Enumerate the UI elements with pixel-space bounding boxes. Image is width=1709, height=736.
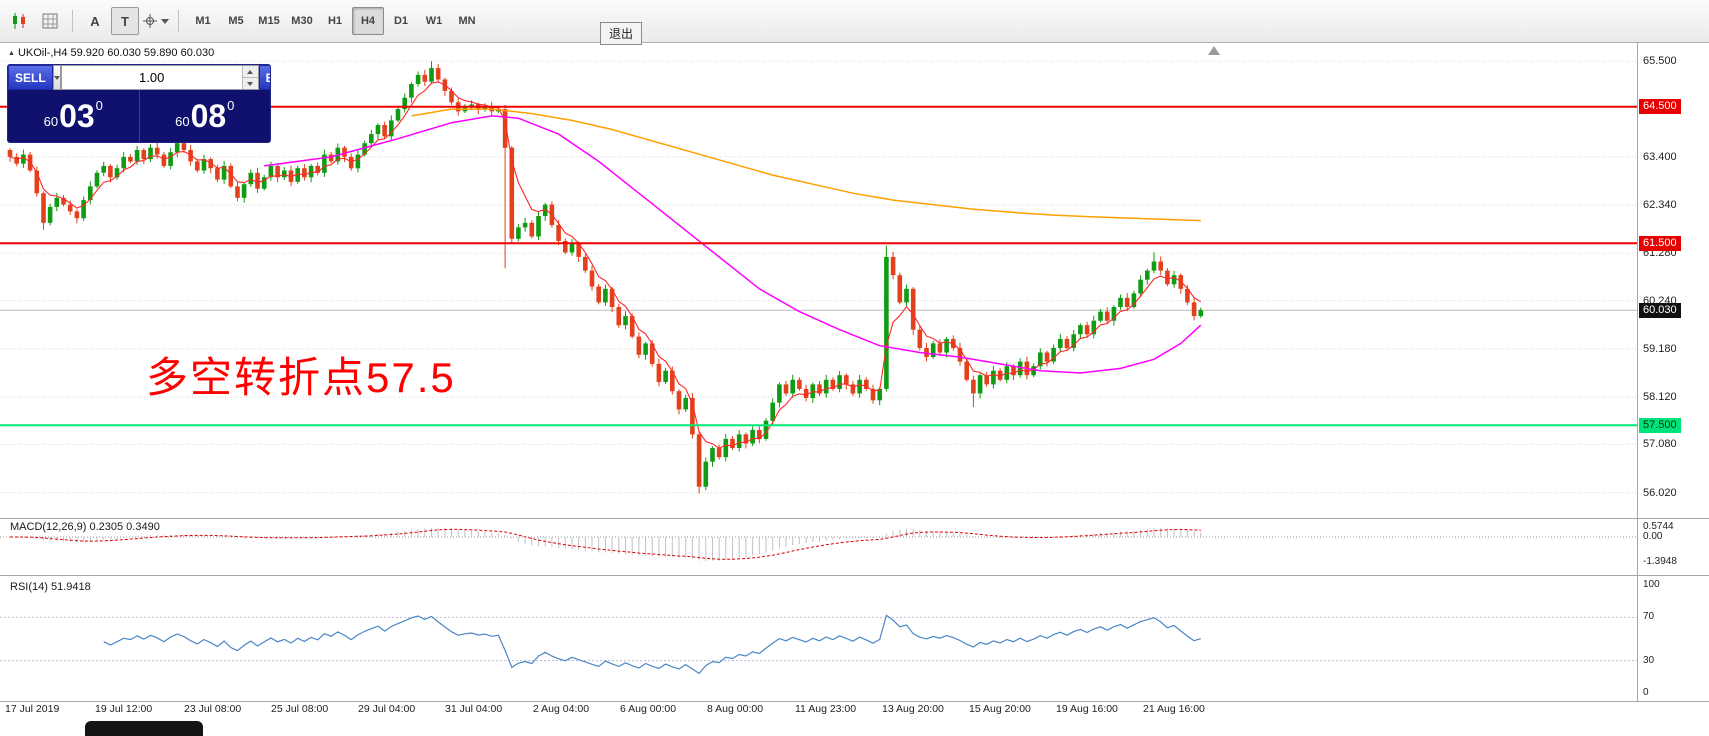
rsi-axis-label: 0 [1643,687,1649,698]
rsi-label: RSI(14) 51.9418 [10,581,91,593]
timeframe-M1[interactable]: M1 [195,15,211,27]
crosshair-tool-icon[interactable] [141,7,170,35]
volume-up-button[interactable] [242,66,258,77]
macd-axis-label: 0.5744 [1643,521,1674,532]
price-badge: 61.500 [1639,236,1681,251]
symbol-arrow-icon: ▲ [8,49,15,57]
time-axis-label: 2 Aug 04:00 [533,703,590,715]
buy-price-big: 08 [190,98,227,134]
volume-spinner [241,66,258,89]
price-axis-line [1637,43,1638,702]
grid-chart-icon[interactable] [36,7,64,35]
time-axis-label: 13 Aug 20:00 [882,703,944,715]
toolbar-separator [72,10,73,32]
price-axis-label: 56.020 [1643,487,1677,499]
price-axis-label: 63.400 [1643,151,1677,163]
macd-axis-label: 0.00 [1643,531,1663,542]
timeframe-W1[interactable]: W1 [425,15,443,27]
buy-price-sup: 0 [227,98,235,113]
buy-price-display[interactable]: 60 08 0 [138,90,271,142]
chart-header-text: UKOil-,H4 59.920 60.030 59.890 60.030 [17,47,215,59]
timeframe-M30[interactable]: M30 [291,15,313,27]
toolbar: A T M1 M5 M15 M30 H1 H4 D1 W1 MN [0,0,1709,43]
timeframe-H4[interactable]: H4 [352,7,384,35]
main-candlestick-chart[interactable] [0,43,1709,518]
panel-border [0,701,1709,702]
price-badge: 64.500 [1639,99,1681,114]
one-click-trading-panel: SELL BUY 60 03 0 60 08 0 [7,64,271,143]
timeframe-D1[interactable]: D1 [393,15,409,27]
volume-down-button[interactable] [242,77,258,89]
timeframe-buttons: M1 M5 M15 M30 H1 H4 D1 W1 MN [187,7,483,35]
volume-dropdown-button[interactable] [52,65,61,90]
rsi-axis-label: 30 [1643,655,1655,666]
bottom-tab[interactable] [85,721,203,736]
timeframe-M5[interactable]: M5 [228,15,244,27]
time-axis-label: 8 Aug 00:00 [707,703,764,715]
volume-field [60,65,259,90]
chart-shift-marker[interactable] [1208,46,1220,55]
price-axis-label: 62.340 [1643,199,1677,211]
font-tool-icon[interactable]: A [90,13,100,29]
chart-symbol-header: ▲ UKOil-,H4 59.920 60.030 59.890 60.030 [8,47,214,59]
time-axis-label: 6 Aug 00:00 [620,703,677,715]
price-badge: 60.030 [1639,303,1681,318]
time-axis-label: 19 Jul 12:00 [95,703,153,715]
time-axis-label: 21 Aug 16:00 [1143,703,1205,715]
caret-down-icon [247,81,254,86]
price-axis-label: 65.500 [1643,55,1677,67]
dropdown-caret-icon [161,18,169,24]
exit-button[interactable]: 退出 [600,22,642,45]
time-axis-label: 19 Aug 16:00 [1056,703,1118,715]
macd-label: MACD(12,26,9) 0.2305 0.3490 [10,521,160,533]
sell-price-small: 60 [43,113,59,129]
time-axis-label: 15 Aug 20:00 [969,703,1031,715]
macd-indicator-panel[interactable] [0,519,1709,575]
macd-axis-label: -1.3948 [1643,556,1677,567]
caret-down-icon [53,75,60,80]
time-axis-label: 31 Jul 04:00 [445,703,503,715]
time-axis-label: 17 Jul 2019 [5,703,60,715]
timeframe-H1[interactable]: H1 [327,15,343,27]
buy-button[interactable]: BUY [258,65,270,90]
timeframe-M15[interactable]: M15 [258,15,280,27]
sell-price-big: 03 [59,98,95,134]
candlestick-chart-icon[interactable] [6,7,34,35]
rsi-indicator-panel[interactable] [0,577,1709,699]
sell-price-display[interactable]: 60 03 0 [8,90,139,142]
rsi-axis-label: 70 [1643,611,1655,622]
timeframe-MN[interactable]: MN [458,15,476,27]
price-axis-label: 58.120 [1643,391,1677,403]
time-axis-label: 11 Aug 23:00 [795,703,857,715]
volume-input[interactable] [61,66,242,89]
time-axis-label: 25 Jul 08:00 [271,703,329,715]
panel-border[interactable] [0,518,1709,519]
sell-price-sup: 0 [95,98,103,113]
price-axis-label: 59.180 [1643,343,1677,355]
price-axis-label: 57.080 [1643,438,1677,450]
panel-border[interactable] [0,575,1709,576]
rsi-axis-label: 100 [1643,579,1660,590]
text-tool-icon[interactable]: T [111,7,139,35]
toolbar-separator [178,10,179,32]
chart-annotation: 多空转折点57.5 [146,354,456,401]
time-axis-label: 29 Jul 04:00 [358,703,416,715]
buy-price-small: 60 [175,113,190,129]
sell-button[interactable]: SELL [8,65,53,90]
time-axis-label: 23 Jul 08:00 [184,703,242,715]
caret-up-icon [247,69,254,74]
price-badge: 57.500 [1639,418,1681,433]
